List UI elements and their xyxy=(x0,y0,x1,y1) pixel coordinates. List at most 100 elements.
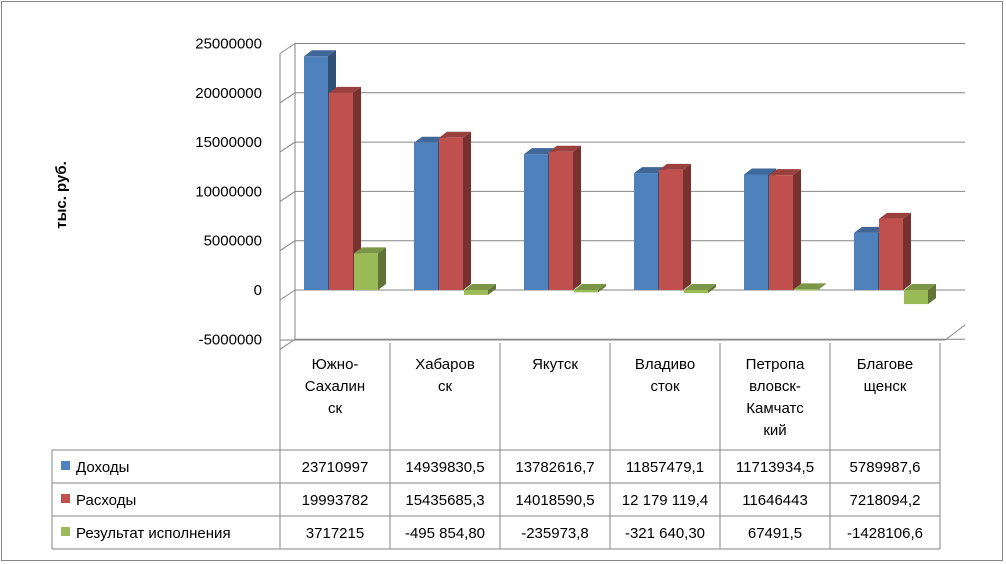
bar xyxy=(904,284,936,305)
table-value: 11646443 xyxy=(742,492,808,509)
bar-top xyxy=(904,284,936,290)
table-value: 23710997 xyxy=(302,459,369,476)
category-label: Хабаров ск xyxy=(415,356,475,395)
bar-top xyxy=(549,145,581,152)
table-value: 7218094,2 xyxy=(850,492,921,509)
category-label-line: Благове xyxy=(857,356,913,373)
category-label: Благове щенск xyxy=(857,356,913,395)
legend-label: Расходы xyxy=(76,492,136,509)
bar xyxy=(329,86,361,290)
bar-front xyxy=(794,289,818,291)
category-label-line: ск xyxy=(328,400,343,417)
bar-top xyxy=(574,284,606,290)
category-label-line: Владиво xyxy=(635,356,695,373)
table-value: 11713934,5 xyxy=(736,459,814,476)
bar-front xyxy=(304,56,328,291)
bar xyxy=(684,284,716,294)
category-label-line: Южно- xyxy=(312,356,359,373)
bar-top xyxy=(414,136,446,143)
bar-side xyxy=(378,247,386,290)
bar-front xyxy=(439,137,463,290)
bar-front xyxy=(854,232,878,290)
bar-top xyxy=(659,163,691,170)
category-label-line: ск xyxy=(438,378,453,395)
bar-front xyxy=(904,290,928,305)
table-value: 12 179 119,4 xyxy=(622,492,708,509)
bar-side xyxy=(928,284,936,305)
category-label-line: сток xyxy=(650,378,680,395)
legend-label: Результат исполнения xyxy=(76,525,231,542)
bar xyxy=(769,169,801,290)
bar xyxy=(354,247,386,290)
floor-edge xyxy=(944,324,966,341)
table-value: 15435685,3 xyxy=(405,492,484,509)
bar-front xyxy=(659,169,683,290)
legend-label: Доходы xyxy=(76,459,129,476)
y-tick-label: -5000000 xyxy=(199,331,262,348)
bar xyxy=(549,145,581,290)
bar-front xyxy=(414,142,438,290)
bar-top xyxy=(439,131,471,138)
table-value: 5789987,6 xyxy=(850,459,921,476)
bar xyxy=(439,131,471,290)
category-label-line: Камчатс xyxy=(746,400,804,417)
gridline-side xyxy=(279,240,296,252)
legend-key xyxy=(61,527,70,536)
bar xyxy=(574,284,606,293)
bar-front xyxy=(524,154,548,290)
gridline-side xyxy=(279,43,296,54)
table-value: -1428106,6 xyxy=(847,525,923,542)
bar-top xyxy=(684,284,716,290)
bar-side xyxy=(708,284,716,294)
bar xyxy=(464,284,496,295)
bar-top xyxy=(354,247,386,254)
gridline-side xyxy=(279,190,296,202)
table-value: 67491,5 xyxy=(748,525,802,542)
bar-side xyxy=(903,212,911,290)
category-label: Якутск xyxy=(532,356,578,373)
bar-side xyxy=(463,131,471,290)
category-label-line: кий xyxy=(763,422,786,439)
table-value: -321 640,30 xyxy=(625,525,705,542)
bar-top xyxy=(464,284,496,290)
bar-front xyxy=(464,290,488,295)
gridline-side xyxy=(279,92,296,104)
category-label-line: Хабаров xyxy=(415,356,475,373)
category-label: Петропа вловск- Камчатс кий xyxy=(746,356,805,439)
bar-front xyxy=(769,175,793,290)
category-label-line: Якутск xyxy=(532,356,578,373)
bar-top xyxy=(304,50,336,57)
y-tick-label: 25000000 xyxy=(195,36,262,53)
bar-side xyxy=(353,86,361,290)
table-value: -495 854,80 xyxy=(405,525,485,542)
legend-key xyxy=(61,494,70,503)
bar-top xyxy=(524,148,556,155)
bar-front xyxy=(744,174,768,290)
legend-key xyxy=(61,461,70,470)
bar-side xyxy=(488,284,496,295)
table-value: -235973,8 xyxy=(521,525,589,542)
table-value: 3717215 xyxy=(306,525,364,542)
y-tick-label: 15000000 xyxy=(195,134,262,151)
table-value: 14939830,5 xyxy=(405,459,484,476)
bar-top xyxy=(744,168,776,175)
gridline-side xyxy=(279,338,296,350)
gridline-side xyxy=(279,289,296,301)
bar-front xyxy=(354,253,378,290)
table-value: 11857479,1 xyxy=(626,459,704,476)
bar xyxy=(879,212,911,290)
bar-top xyxy=(769,169,801,176)
bar-side xyxy=(818,283,826,290)
bar-top xyxy=(854,226,886,233)
table-value: 14018590,5 xyxy=(515,492,594,509)
bar-front xyxy=(879,218,903,290)
table-value: 13782616,7 xyxy=(515,459,594,476)
bar-side xyxy=(573,145,581,290)
bar-front xyxy=(634,173,658,290)
bar-front xyxy=(329,92,353,290)
bar-top xyxy=(879,212,911,219)
category-label-line: Петропа xyxy=(746,356,805,373)
y-tick-label: 10000000 xyxy=(195,183,262,200)
